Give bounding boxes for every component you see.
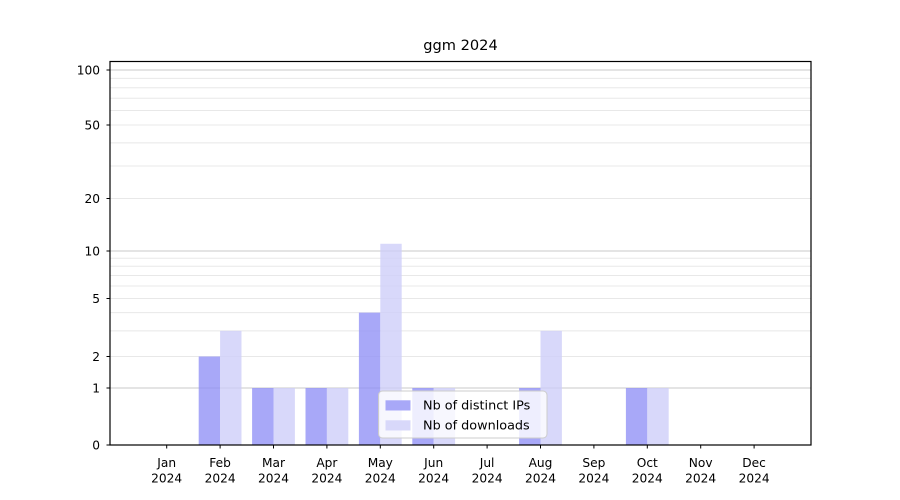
x-axis-tick-label-month: Feb bbox=[209, 456, 231, 470]
x-axis-tick-label-month: Oct bbox=[637, 456, 658, 470]
y-axis-tick-label: 0 bbox=[92, 438, 100, 452]
x-axis-tick-label-year: 2024 bbox=[311, 472, 342, 486]
x-axis-tick-label-month: Jan bbox=[156, 456, 176, 470]
x-axis-tick-label-year: 2024 bbox=[739, 472, 770, 486]
y-axis-tick-label: 20 bbox=[84, 192, 100, 206]
legend-label-downloads: Nb of downloads bbox=[423, 419, 530, 434]
x-axis-tick-label-month: Aug bbox=[529, 456, 553, 470]
x-axis-tick-label-year: 2024 bbox=[472, 472, 503, 486]
bar-downloads bbox=[273, 388, 295, 445]
x-axis-tick-label-month: Jul bbox=[479, 456, 495, 470]
y-axis-tick-label: 10 bbox=[84, 244, 100, 258]
x-axis-tick-label-year: 2024 bbox=[418, 472, 449, 486]
legend-swatch-downloads bbox=[385, 420, 411, 431]
x-axis-tick-label-year: 2024 bbox=[685, 472, 716, 486]
x-axis-tick-label-year: 2024 bbox=[258, 472, 289, 486]
y-axis-tick-label: 1 bbox=[92, 381, 100, 395]
bar-distinct-ips bbox=[625, 388, 648, 445]
bar-distinct-ips bbox=[252, 388, 274, 445]
x-axis-tick-label-month: Mar bbox=[262, 456, 286, 470]
x-axis-tick-label-month: Jun bbox=[423, 456, 443, 470]
legend-swatch-distinct-ips bbox=[385, 400, 411, 411]
bar-distinct-ips bbox=[305, 388, 327, 445]
chart-title: ggm 2024 bbox=[423, 37, 498, 54]
x-axis-tick-label-year: 2024 bbox=[365, 472, 396, 486]
x-axis-tick-label-year: 2024 bbox=[578, 472, 609, 486]
bar-downloads bbox=[326, 388, 349, 445]
x-axis-tick-label-month: Apr bbox=[316, 456, 338, 470]
bar-distinct-ips bbox=[358, 312, 381, 445]
x-axis-tick-label-year: 2024 bbox=[151, 472, 182, 486]
y-axis-tick-label: 100 bbox=[77, 63, 100, 77]
x-axis-tick-label-year: 2024 bbox=[525, 472, 556, 486]
y-axis-tick-label: 2 bbox=[92, 350, 100, 364]
legend-box bbox=[378, 390, 548, 439]
x-axis-tick-label-month: Sep bbox=[582, 456, 605, 470]
bar-downloads bbox=[647, 388, 669, 445]
plot-border bbox=[109, 60, 812, 446]
x-axis-tick-label-year: 2024 bbox=[205, 472, 236, 486]
x-axis-tick-label-year: 2024 bbox=[632, 472, 663, 486]
y-axis-tick-label: 50 bbox=[84, 118, 100, 132]
x-axis-tick-label-month: Dec bbox=[742, 456, 766, 470]
y-axis-tick-label: 5 bbox=[92, 292, 100, 306]
bar-downloads bbox=[220, 330, 242, 445]
legend-label-distinct-ips: Nb of distinct IPs bbox=[423, 399, 531, 414]
bar-distinct-ips bbox=[198, 356, 221, 445]
x-axis-tick-label-month: Nov bbox=[689, 456, 713, 470]
x-axis-tick-label-month: May bbox=[368, 456, 393, 470]
